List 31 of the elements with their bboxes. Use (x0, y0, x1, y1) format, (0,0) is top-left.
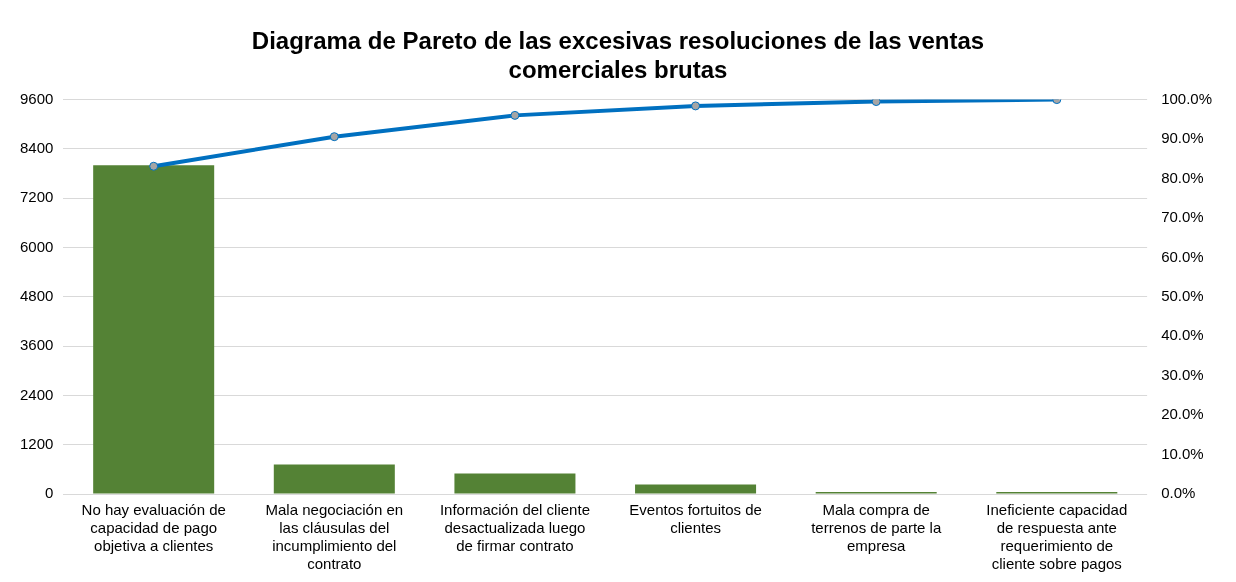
x-tick-label: Mala negociación en las cláusulas del incumplimiento del contrato (265, 501, 404, 573)
x-tick-label: Eventos fortuitos de clientes (629, 501, 762, 537)
y2-tick-label: 90.0% (1161, 129, 1204, 147)
y-tick-label: 1200 (19, 434, 54, 452)
x-tick-label: No hay evaluación de capacidad de pago objetiva a clientes (81, 501, 226, 555)
y2-tick-label: 0.0% (1161, 484, 1196, 502)
x-tick-label: Ineficiente capacidad de respuesta ante requerimiento de cliente sobre pagos (986, 501, 1128, 573)
y2-tick-label: 20.0% (1161, 405, 1204, 423)
y-tick-label: 6000 (19, 237, 54, 255)
bar (273, 464, 395, 494)
y2-tick-label: 30.0% (1161, 365, 1204, 383)
y-tick-label: 2400 (19, 385, 54, 403)
chart-title: Diagrama de Pareto de las excesivas resoluciones de las ventas comerciales brutas (251, 27, 985, 83)
bar (635, 484, 757, 494)
y2-tick-label: 40.0% (1161, 326, 1204, 344)
y2-tick-label: 60.0% (1161, 247, 1204, 265)
y-tick-label: 8400 (19, 139, 54, 157)
y2-tick-label: 80.0% (1161, 168, 1204, 186)
bar (93, 165, 215, 494)
y-tick-label: 3600 (19, 336, 54, 354)
y2-tick-label: 10.0% (1161, 444, 1204, 462)
x-tick-label: Mala compra de terrenos de parte la empresa (811, 501, 942, 555)
y2-tick-label: 70.0% (1161, 208, 1204, 226)
y-tick-label: 4800 (19, 286, 54, 304)
y-tick-label: 0 (45, 484, 54, 502)
y-tick-label: 9600 (19, 89, 54, 107)
y-tick-label: 7200 (19, 188, 54, 206)
x-tick-label: Información del cliente desactualizada luego de firmar contrato (439, 501, 590, 555)
y2-tick-label: 100.0% (1161, 89, 1212, 107)
bar (454, 473, 576, 494)
y2-tick-label: 50.0% (1161, 286, 1204, 304)
